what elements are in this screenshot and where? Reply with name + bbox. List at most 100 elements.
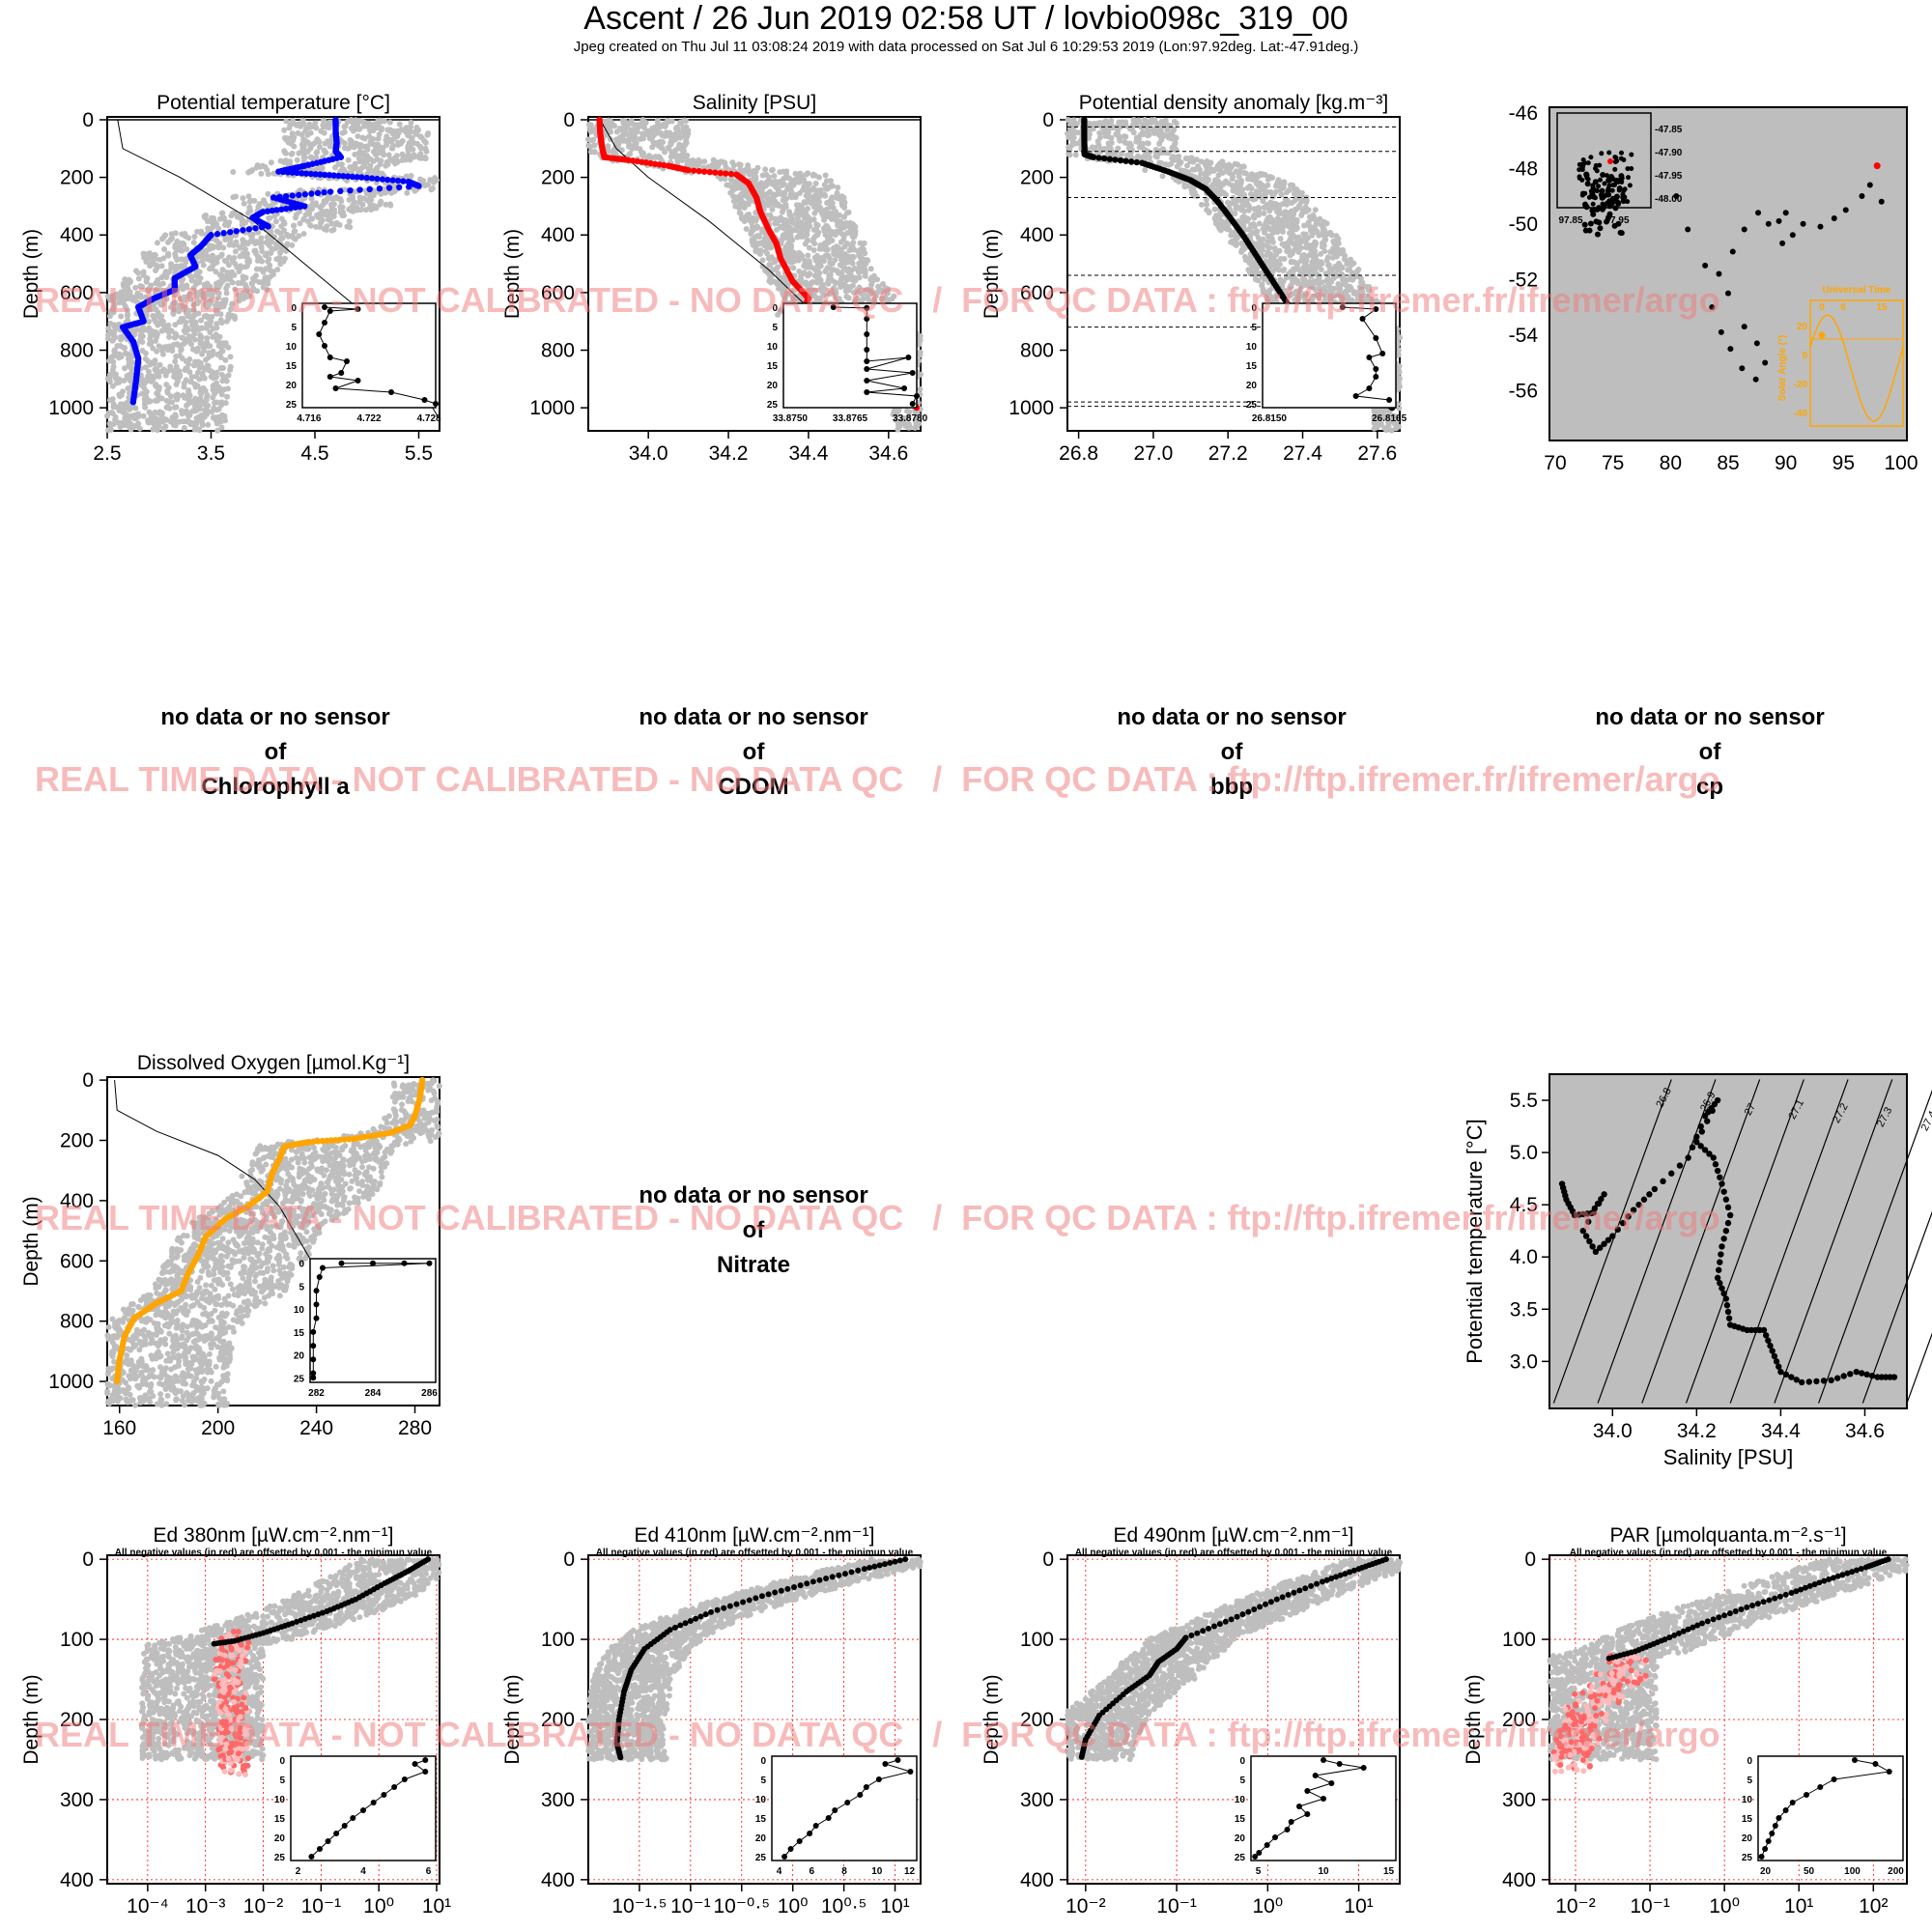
y-tick-label: 0	[1042, 109, 1054, 131]
inset-point	[355, 378, 361, 384]
climatology-point	[363, 144, 370, 151]
climatology-point	[796, 179, 803, 185]
climatology-point	[163, 382, 170, 388]
climatology-point	[188, 341, 195, 348]
climatology-point	[220, 214, 227, 221]
climatology-point	[269, 239, 275, 245]
climatology-point	[163, 397, 170, 404]
climatology-point	[326, 125, 332, 131]
climatology-point	[231, 271, 238, 278]
climatology-point	[422, 139, 429, 146]
climatology-point	[146, 306, 153, 313]
climatology-point	[654, 139, 661, 146]
climatology-point	[230, 169, 237, 176]
climatology-point	[759, 257, 766, 264]
climatology-point	[827, 204, 834, 211]
climatology-point	[166, 405, 173, 412]
climatology-point	[824, 225, 831, 232]
climatology-point	[838, 277, 844, 284]
climatology-point	[154, 265, 160, 271]
climatology-point	[146, 409, 153, 415]
climatology-point	[281, 148, 288, 155]
climatology-point	[215, 290, 222, 297]
climatology-point	[727, 189, 734, 196]
climatology-point	[169, 399, 176, 406]
climatology-point	[272, 218, 279, 225]
climatology-point	[225, 344, 232, 351]
climatology-point	[384, 138, 391, 145]
inset-point	[322, 320, 327, 326]
climatology-point	[292, 236, 298, 242]
climatology-point	[105, 331, 112, 338]
climatology-point	[823, 246, 830, 253]
climatology-point	[350, 202, 356, 209]
climatology-point	[777, 308, 783, 315]
chart-title: Salinity [PSU]	[693, 92, 816, 114]
climatology-point	[781, 225, 788, 232]
climatology-point	[223, 285, 230, 292]
climatology-point	[619, 117, 626, 124]
climatology-point	[184, 282, 190, 289]
profile-point	[696, 167, 702, 175]
climatology-point	[160, 425, 167, 432]
climatology-point	[696, 158, 703, 165]
climatology-point	[221, 412, 228, 419]
climatology-point	[299, 140, 306, 147]
profile-point	[233, 228, 240, 235]
climatology-point	[218, 347, 225, 354]
climatology-point	[295, 129, 301, 136]
climatology-point	[164, 347, 171, 354]
chart-title: Potential density anomaly [kg.m⁻³]	[1079, 92, 1388, 114]
climatology-point	[790, 265, 797, 271]
climatology-point	[196, 376, 203, 383]
climatology-point	[347, 164, 354, 171]
climatology-point	[370, 141, 377, 148]
climatology-point	[777, 214, 783, 221]
climatology-point	[294, 156, 300, 163]
climatology-point	[181, 424, 187, 431]
climatology-point	[827, 178, 834, 185]
climatology-point	[587, 149, 594, 156]
climatology-point	[164, 387, 171, 394]
climatology-point	[196, 279, 203, 286]
climatology-point	[240, 195, 246, 202]
climatology-point	[393, 153, 400, 159]
climatology-point	[259, 162, 266, 169]
climatology-point	[213, 269, 219, 275]
climatology-point	[784, 242, 791, 248]
climatology-point	[316, 211, 323, 217]
climatology-point	[106, 374, 113, 381]
climatology-point	[193, 348, 200, 355]
climatology-point	[111, 347, 118, 354]
climatology-point	[846, 266, 853, 272]
climatology-point	[826, 291, 833, 298]
climatology-point	[917, 352, 923, 358]
climatology-point	[375, 135, 382, 142]
climatology-point	[316, 138, 323, 145]
climatology-point	[855, 248, 862, 255]
climatology-point	[273, 256, 280, 263]
climatology-point	[293, 214, 299, 221]
climatology-point	[199, 421, 206, 428]
climatology-point	[797, 277, 804, 284]
climatology-point	[819, 211, 826, 217]
inset-point	[322, 304, 327, 310]
climatology-point	[801, 270, 808, 276]
climatology-point	[191, 358, 198, 365]
climatology-point	[852, 289, 859, 296]
x-tick-label: 27.6	[1357, 442, 1397, 465]
climatology-point	[648, 155, 655, 161]
climatology-point	[139, 338, 146, 345]
climatology-point	[153, 328, 159, 335]
climatology-point	[321, 198, 327, 205]
climatology-point	[407, 156, 413, 163]
climatology-point	[764, 194, 771, 201]
climatology-point	[196, 427, 203, 434]
climatology-point	[309, 206, 316, 213]
climatology-point	[266, 214, 272, 221]
climatology-point	[168, 261, 175, 268]
inset-point	[864, 331, 870, 337]
x-tick-label: 3.5	[197, 442, 225, 465]
climatology-point	[882, 285, 889, 292]
climatology-point	[261, 278, 268, 285]
